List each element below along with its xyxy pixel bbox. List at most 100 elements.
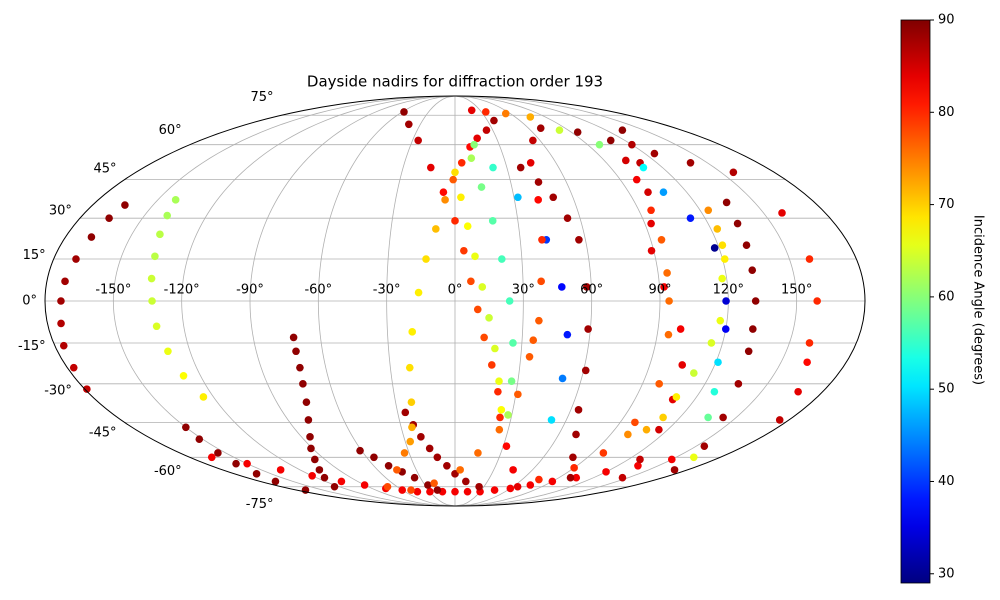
colorbar-tick-label: 40 [938,474,955,489]
x-tick-label: 90° [648,283,671,298]
point [547,416,556,424]
point [441,196,449,204]
point [485,314,493,322]
point [657,235,666,244]
point [243,459,251,468]
point [526,113,535,121]
point [308,471,316,480]
point [475,482,483,491]
point [729,168,738,177]
point [719,413,727,422]
point [536,124,545,132]
point [271,477,280,486]
point [426,487,434,496]
point [179,371,188,380]
point [751,297,760,305]
point [718,274,726,283]
point [384,461,393,470]
point [537,277,545,286]
point [407,486,415,494]
point [572,473,581,482]
point [495,377,503,385]
point [400,108,408,116]
map-outline [44,95,866,507]
point [59,341,68,350]
point [534,178,543,186]
point [507,377,516,385]
point [449,175,457,184]
point [410,473,419,482]
point [618,126,627,134]
grid-line [181,95,456,507]
point [494,387,502,396]
point [57,297,65,305]
point [570,464,578,472]
y-tick-label: 75° [250,90,273,105]
point [632,175,641,184]
y-tick-label: 15° [23,248,46,263]
point [506,484,515,493]
point [575,235,583,244]
point [778,209,786,217]
point [704,206,713,215]
point [748,266,757,274]
point [672,393,681,401]
point [505,297,514,305]
point [490,116,498,125]
point [639,163,648,172]
point [794,387,802,396]
point [689,453,698,462]
point [805,339,814,347]
point [408,328,417,336]
point [400,449,409,457]
point [742,241,751,250]
point [563,330,572,339]
point [534,196,543,204]
grid-line [454,95,593,507]
point [595,140,604,149]
x-tick-label: -60° [304,283,332,298]
point [356,446,364,455]
grid-line [112,95,456,507]
x-tick-label: 150° [781,283,812,298]
point [405,120,413,129]
x-tick-label: 120° [713,283,744,298]
point [456,466,464,474]
point [574,406,583,414]
point [713,225,722,233]
point [152,322,161,331]
point [716,316,725,325]
point [470,140,478,149]
point [495,425,504,434]
point [710,244,719,252]
colorbar-tick-label: 70 [938,197,955,212]
point [584,325,592,333]
point [424,481,432,489]
point [509,466,517,474]
point [497,406,506,414]
point [665,297,673,305]
point [214,449,222,457]
point [433,486,442,494]
point [443,461,451,470]
point [451,168,459,177]
point [647,219,655,228]
point [535,475,543,484]
point [514,193,522,202]
x-tick-label: -150° [95,283,131,298]
x-tick-label: -90° [236,283,264,298]
grid [45,95,865,507]
point [583,283,591,291]
point [513,482,522,491]
point [463,487,472,496]
point [408,423,416,432]
point [538,235,546,244]
point [718,241,727,250]
point [320,473,329,482]
colorbar-tick-label: 50 [938,382,955,397]
x-tick-label: 0° [448,283,463,298]
point [393,466,401,474]
point [805,255,814,263]
point [526,481,535,489]
